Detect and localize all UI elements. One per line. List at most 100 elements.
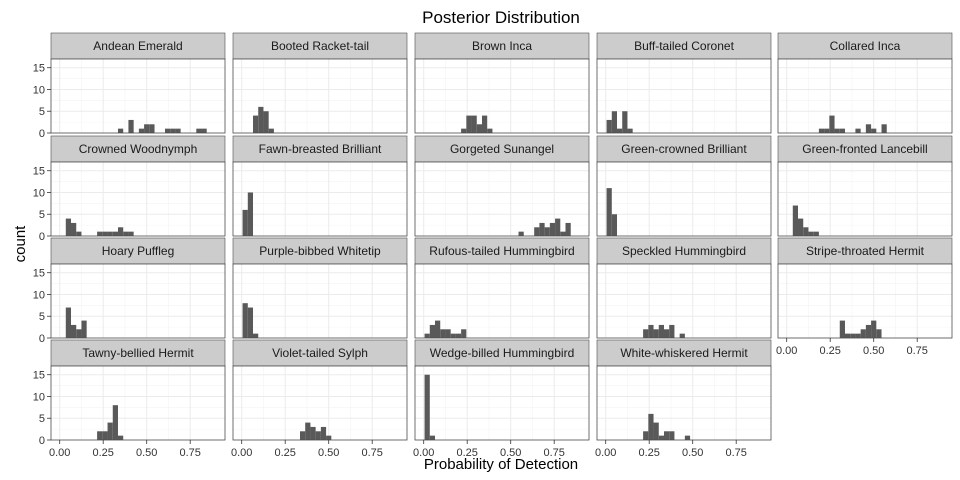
histogram-bar	[429, 435, 436, 440]
panel-background	[51, 59, 225, 133]
histogram-bar	[663, 431, 670, 440]
histogram-bar	[565, 222, 571, 236]
panel-border	[232, 365, 408, 441]
histogram-bar	[170, 128, 176, 133]
histogram-bar	[560, 231, 566, 236]
histogram-bar	[424, 333, 430, 338]
histogram-bar	[71, 222, 77, 236]
histogram-bar	[481, 115, 488, 133]
panel-border	[596, 365, 772, 441]
y-tick-label: 5	[39, 311, 45, 323]
x-tick-label: 0.25	[638, 447, 659, 459]
histogram-bar	[829, 115, 835, 133]
facet-panel: Purple-bibbed Whitetip	[232, 237, 408, 339]
histogram-bar	[138, 128, 145, 133]
panel-border	[232, 161, 408, 237]
panel-background	[778, 59, 952, 133]
histogram-bar	[315, 431, 321, 440]
histogram-bar	[242, 303, 248, 338]
histogram-bar	[850, 333, 856, 338]
facet-label: Green-fronted Lancebill	[802, 142, 927, 156]
facet-label: Violet-tailed Sylph	[272, 346, 368, 360]
panel-border	[50, 161, 226, 237]
x-tick-label: 0.75	[906, 345, 927, 357]
facet-label: Buff-tailed Coronet	[634, 39, 735, 53]
facet-panel: Wedge-billed Hummingbird 0.00 0.25 0.50 0.75	[413, 339, 590, 459]
histogram-bar	[839, 320, 845, 338]
panel-border	[50, 365, 226, 441]
histogram-bar	[320, 426, 327, 440]
x-tick-label: 0.00	[776, 345, 797, 357]
facet-panel: Rufous-tailed Hummingbird	[414, 237, 590, 339]
facet-label: Andean Emerald	[93, 39, 182, 53]
histogram-bar	[855, 128, 861, 133]
histogram-bar	[658, 324, 664, 338]
histogram-bar	[81, 320, 87, 338]
panel-background	[597, 264, 771, 338]
histogram-bar	[117, 128, 124, 133]
panel-border	[414, 58, 590, 134]
histogram-bar	[606, 119, 612, 133]
histogram-bar	[445, 329, 451, 338]
x-tick-label: 0.50	[318, 447, 339, 459]
facet-panel: Gorgeted Sunangel	[414, 135, 590, 237]
x-tick-label: 0.00	[49, 447, 70, 459]
x-tick-label: 0.00	[595, 447, 616, 459]
histogram-bar	[871, 320, 877, 338]
x-tick-label: 0.75	[543, 447, 564, 459]
facet-label: White-whiskered Hermit	[620, 346, 748, 360]
histogram-bar	[112, 231, 118, 236]
x-tick-label: 0.50	[682, 447, 703, 459]
facet-strip	[50, 32, 226, 60]
facet-panel: Hoary Puffleg 0 5 10 15	[33, 237, 226, 345]
histogram-bar	[813, 231, 819, 236]
histogram-bar	[76, 231, 82, 236]
panel-border	[414, 365, 590, 441]
facet-label: Purple-bibbed Whitetip	[259, 244, 381, 258]
histogram-bar	[834, 128, 840, 133]
y-axis-title: count	[12, 225, 29, 263]
histogram-bar	[476, 124, 482, 133]
histogram-bar	[824, 128, 830, 133]
histogram-bar	[611, 111, 618, 133]
histogram-bar	[107, 231, 113, 236]
histogram-bar	[102, 231, 108, 236]
facet-label: Booted Racket-tail	[271, 39, 369, 53]
histogram-bar	[263, 111, 269, 133]
panel-background	[233, 162, 407, 236]
y-tick-label: 15	[33, 166, 45, 178]
histogram-bar	[461, 128, 467, 133]
facet-strip	[596, 237, 772, 265]
histogram-bar	[865, 124, 872, 133]
histogram-bar	[71, 324, 77, 338]
chart-title: Posterior Distribution	[422, 8, 580, 27]
facet-panel: Stripe-throated Hermit 0.00 0.25 0.50 0.75	[776, 237, 953, 357]
facet-panel: Speckled Hummingbird	[596, 237, 772, 339]
facet-strip	[414, 237, 590, 265]
facet-strip	[232, 32, 408, 60]
x-axis-title: Probability of Detection	[424, 456, 578, 473]
x-tick-label: 0.75	[361, 447, 382, 459]
panel-border	[414, 161, 590, 237]
histogram-bar	[808, 231, 814, 236]
histogram-bar	[487, 128, 493, 133]
histogram-bar	[268, 128, 274, 133]
histogram-bar	[102, 431, 108, 440]
histogram-bar	[792, 205, 799, 236]
facet-panel: Green-fronted Lancebill	[777, 135, 953, 237]
histogram-bar	[97, 231, 103, 236]
histogram-bar	[679, 333, 685, 338]
histogram-bar	[643, 431, 649, 440]
facet-panel: Andean Emerald 0 5 10 15	[33, 32, 226, 140]
histogram-bar	[648, 324, 654, 338]
y-tick-label: 10	[33, 289, 45, 301]
panel-border	[777, 263, 953, 339]
y-tick-label: 15	[33, 63, 45, 75]
facet-strip	[232, 135, 408, 163]
histogram-bar	[534, 227, 540, 236]
histogram-bar	[881, 124, 887, 133]
histogram-bar	[253, 333, 259, 338]
histogram-bar	[440, 329, 446, 338]
facet-label: Collared Inca	[830, 39, 901, 53]
histogram-bar	[450, 333, 456, 338]
